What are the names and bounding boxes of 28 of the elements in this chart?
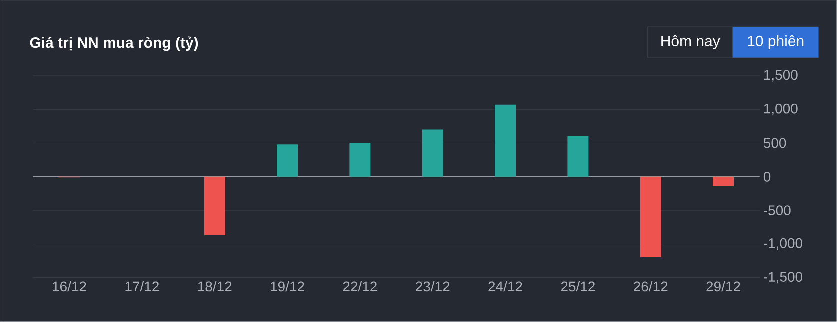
bar — [204, 176, 226, 236]
bar — [713, 176, 734, 186]
y-tick-label: -1,500 — [764, 272, 803, 284]
x-tick-label: 16/12 — [53, 281, 86, 292]
x-tick-label: 24/12 — [488, 281, 522, 292]
y-tick-label: 500 — [764, 138, 786, 148]
y-tick-label: -1,000 — [764, 238, 803, 250]
x-tick-label: 18/12 — [198, 281, 232, 292]
x-tick-label: 26/12 — [634, 281, 668, 292]
x-tick-label: 29/12 — [706, 281, 740, 292]
y-tick-label: 1,500 — [764, 70, 798, 82]
x-tick-label: 17/12 — [126, 281, 159, 292]
x-tick-label: 22/12 — [343, 281, 377, 292]
y-tick-label: 0 — [764, 172, 771, 182]
bar — [568, 136, 589, 177]
text: Hôm nay — [662, 36, 720, 50]
bar — [640, 176, 662, 258]
x-tick-label: 19/12 — [271, 281, 304, 292]
chart-title: Giá trị NN mua ròng (tỷ) — [30, 36, 198, 52]
bar — [495, 104, 516, 177]
bar — [422, 130, 444, 177]
bar — [350, 143, 371, 177]
y-tick-label: -500 — [764, 206, 791, 216]
x-tick-label: 25/12 — [561, 281, 595, 292]
bar — [277, 144, 298, 177]
y-tick-label: 1,000 — [764, 104, 798, 116]
x-tick-label: 23/12 — [416, 281, 450, 292]
text: 10 phiên — [748, 36, 804, 50]
